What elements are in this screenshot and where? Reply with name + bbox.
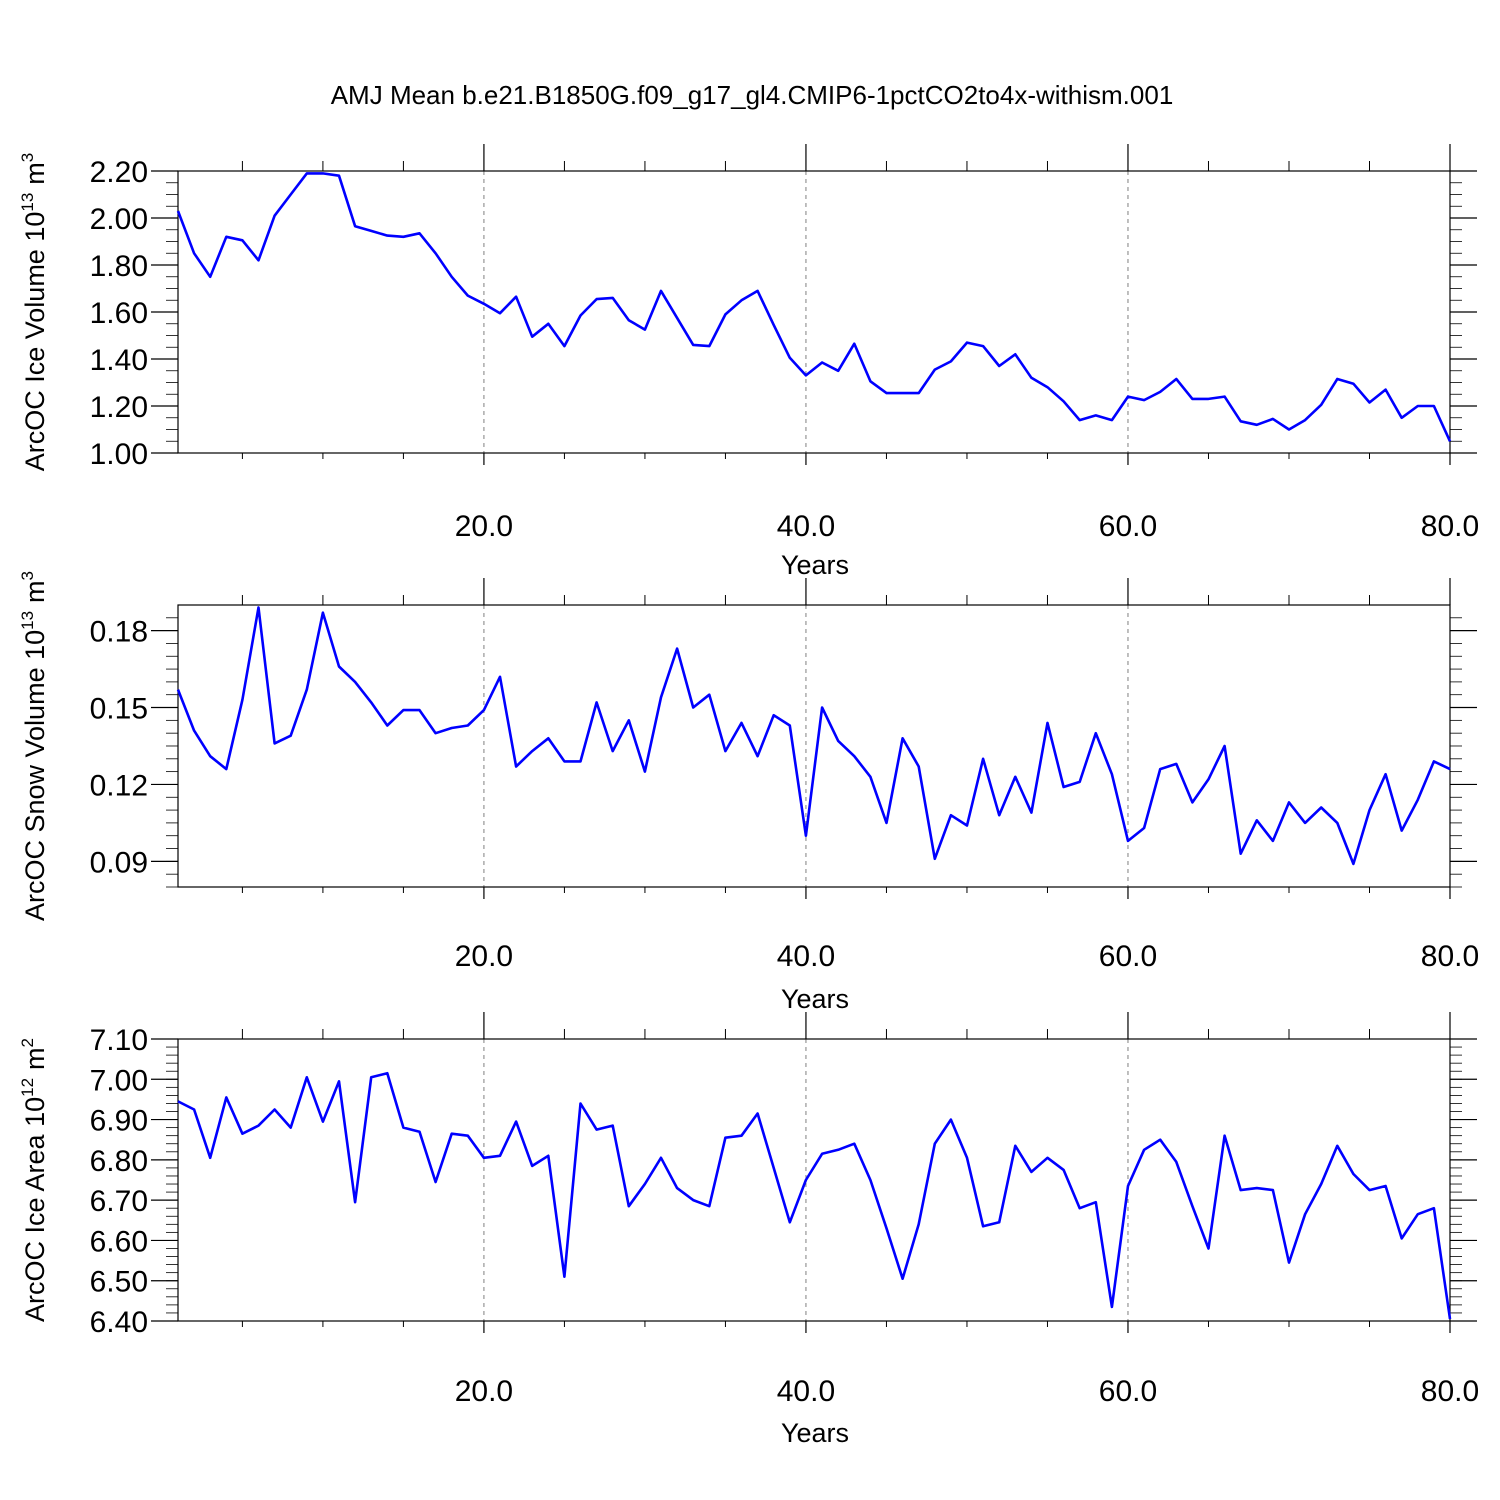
x-tick-label: 60.0: [1099, 940, 1157, 973]
y-tick-label: 2.00: [90, 203, 148, 236]
y-tick-label: 7.10: [90, 1024, 148, 1057]
plot-frame: [177, 604, 1451, 888]
y-tick-label: 6.90: [90, 1105, 148, 1138]
y-tick-label: 0.09: [90, 846, 148, 879]
y-axis-title-ylabel-unit: m: [20, 1047, 50, 1070]
panel-3: 20.0 40.0 60.0 80.0 6.40 6.50 6.60 6.70 6.80 6.90…: [18, 1012, 1479, 1448]
y-axis-title-ylabel-exponent: 13: [18, 611, 37, 630]
y-tick-label: 1.00: [90, 438, 148, 471]
y-axis-title: ArcOC Snow Volume 1013 m3: [18, 571, 50, 921]
y-tick-label: 1.20: [90, 391, 148, 424]
y-tick-label: 6.70: [90, 1185, 148, 1218]
y-axis-title-ylabel-unit-exponent: 3: [18, 571, 37, 580]
y-axis-title: ArcOC Ice Volume 1013 m3: [18, 153, 50, 472]
x-axis-title: Years: [781, 550, 849, 580]
x-tick-label: 80.0: [1421, 510, 1479, 543]
y-axis-title-ylabel: ArcOC Snow Volume 10: [20, 630, 50, 921]
x-tick-label: 20.0: [455, 510, 513, 543]
y-tick-label: 1.60: [90, 297, 148, 330]
y-tick-label: 0.15: [90, 693, 148, 726]
y-tick-label: 0.12: [90, 769, 148, 802]
y-tick-label: 6.80: [90, 1145, 148, 1178]
y-tick-label: 1.40: [90, 344, 148, 377]
y-tick-label: 6.40: [90, 1306, 148, 1339]
x-tick-label: 80.0: [1421, 1375, 1479, 1408]
x-axis-title: Years: [781, 984, 849, 1014]
plot-frame: [177, 170, 1451, 454]
panel-2: 20.0 40.0 60.0 80.0 0.09 0.12 0.15 0.18 Years Arc…: [18, 571, 1479, 1014]
y-axis-title: ArcOC Ice Area 1012 m2: [18, 1038, 50, 1322]
series-line: [176, 606, 1451, 866]
x-tick-label: 60.0: [1099, 510, 1157, 543]
y-axis-title-ylabel-exponent: 12: [18, 1078, 37, 1097]
x-tick-label: 60.0: [1099, 1375, 1157, 1408]
y-tick-label: 7.00: [90, 1064, 148, 1097]
y-axis-title-ylabel-exponent: 13: [18, 193, 37, 212]
plot-frame: [177, 1038, 1451, 1322]
y-axis-title-ylabel: ArcOC Ice Volume 10: [20, 212, 50, 472]
x-tick-label: 20.0: [455, 940, 513, 973]
x-tick-label: 20.0: [455, 1375, 513, 1408]
x-tick-label: 40.0: [777, 1375, 835, 1408]
y-tick-label: 6.50: [90, 1266, 148, 1299]
y-axis-title-ylabel-unit-exponent: 2: [18, 1038, 37, 1047]
y-axis-title-ylabel-unit-exponent: 3: [18, 153, 37, 162]
y-tick-label: 6.60: [90, 1225, 148, 1258]
x-tick-label: 40.0: [777, 940, 835, 973]
panel-1: 20.0 40.0 60.0 80.0 1.00 1.20 1.40 1.60 1.80 2.00…: [18, 144, 1479, 580]
y-tick-label: 2.20: [90, 156, 148, 189]
y-tick-label: 0.18: [90, 616, 148, 649]
x-axis-title: Years: [781, 1418, 849, 1448]
y-axis-title-ylabel: ArcOC Ice Area 10: [20, 1097, 50, 1322]
chart-title: AMJ Mean b.e21.B1850G.f09_g17_gl4.CMIP6-…: [331, 80, 1174, 110]
series-line: [177, 1071, 1452, 1320]
y-axis-title-ylabel-unit: m: [20, 162, 50, 185]
y-axis-title-ylabel-unit: m: [20, 580, 50, 603]
x-tick-label: 80.0: [1421, 940, 1479, 973]
x-tick-label: 40.0: [777, 510, 835, 543]
series-line: [176, 172, 1452, 442]
y-tick-label: 1.80: [90, 250, 148, 283]
